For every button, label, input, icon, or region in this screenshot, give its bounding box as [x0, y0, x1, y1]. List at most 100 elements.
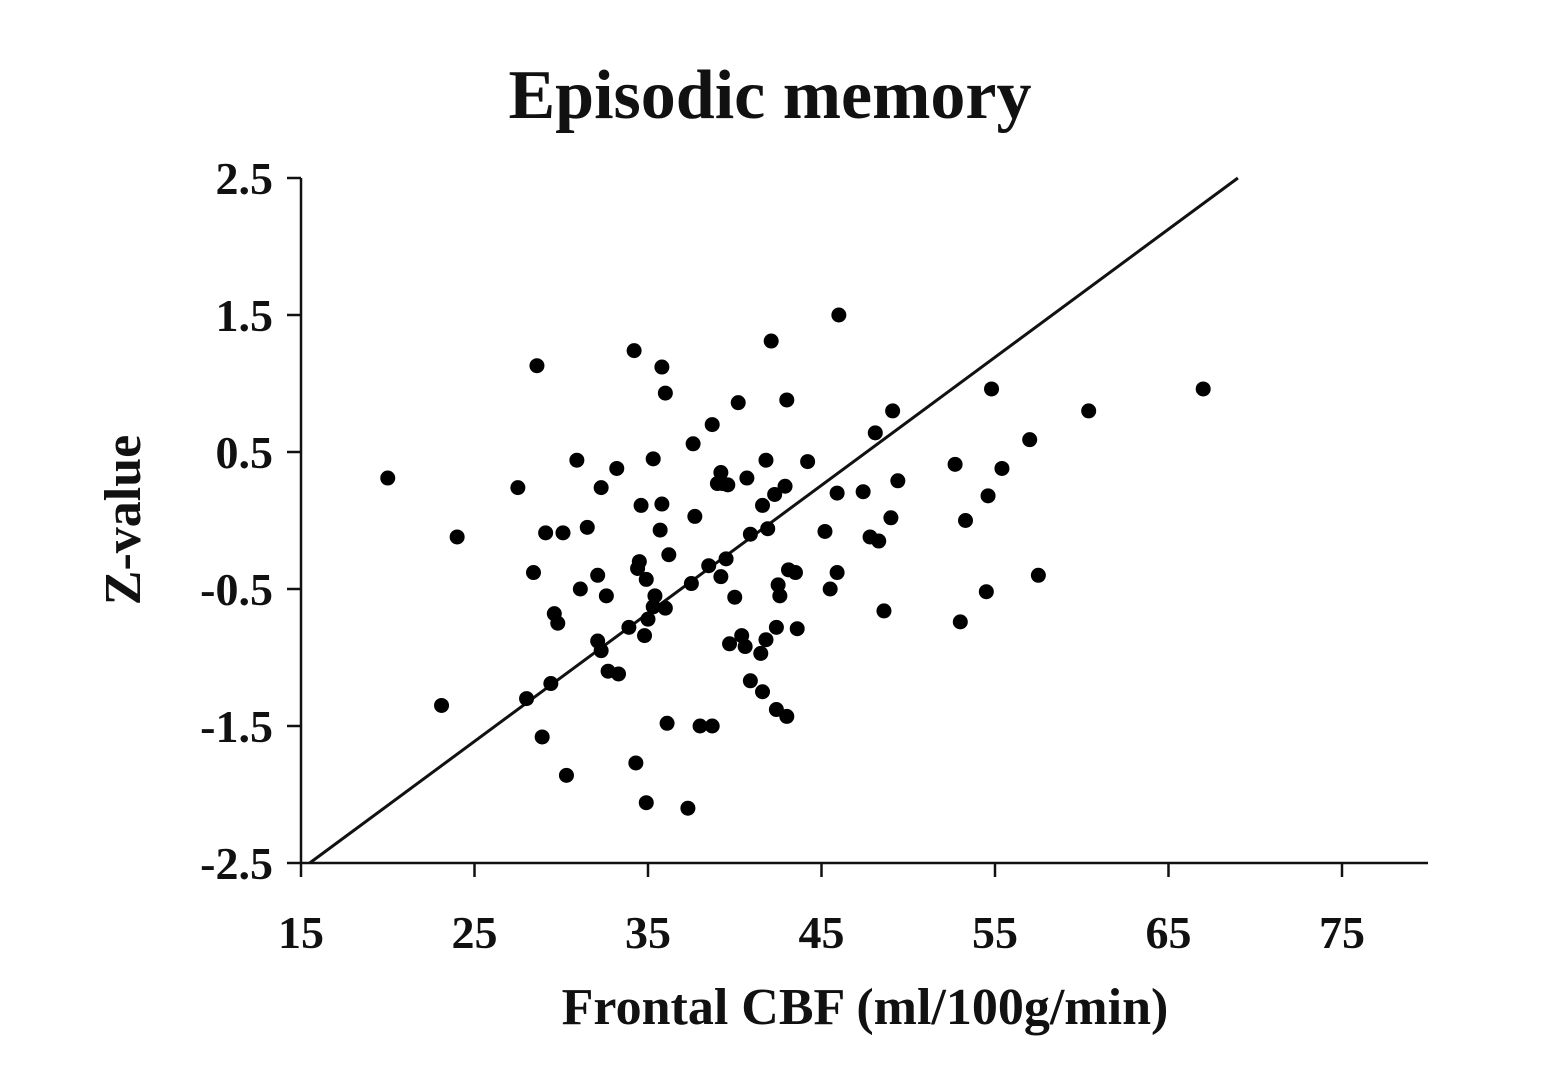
data-point	[538, 525, 554, 541]
data-point	[1022, 432, 1038, 448]
y-tick-label: 0.5	[216, 427, 274, 478]
x-tick-label: 75	[1319, 907, 1365, 958]
data-point	[609, 460, 625, 476]
y-tick-label: -1.5	[200, 701, 273, 752]
data-point	[758, 632, 774, 648]
x-axis-ticks: 15 25 35 45 55 65 75	[278, 863, 1365, 958]
data-point	[1030, 567, 1046, 583]
chart-title: Episodic memory	[508, 57, 1031, 134]
data-point	[758, 452, 774, 468]
data-point	[760, 521, 776, 537]
data-point	[510, 480, 526, 496]
data-point	[631, 554, 647, 570]
data-point	[685, 436, 701, 452]
data-points	[380, 307, 1211, 816]
data-point	[1081, 403, 1097, 419]
data-point	[978, 584, 994, 600]
data-point	[720, 477, 736, 493]
data-point	[701, 558, 717, 574]
trend-line	[308, 176, 1239, 865]
data-point	[645, 451, 661, 467]
data-point	[550, 615, 566, 631]
data-point	[800, 454, 816, 470]
data-point	[980, 488, 996, 504]
data-point	[958, 513, 974, 528]
data-point	[718, 551, 734, 567]
data-point	[947, 456, 963, 472]
data-point	[534, 729, 550, 745]
data-point	[659, 715, 675, 731]
y-tick-label: -0.5	[200, 564, 273, 615]
data-point	[1195, 381, 1211, 397]
data-point	[555, 525, 571, 541]
data-point	[753, 645, 769, 661]
data-point	[569, 452, 585, 468]
data-point	[829, 565, 845, 581]
data-point	[855, 484, 871, 500]
x-tick-label: 25	[452, 907, 498, 958]
data-point	[763, 333, 779, 349]
data-point	[628, 755, 644, 771]
data-point	[380, 470, 396, 486]
data-point	[817, 523, 833, 539]
y-tick-label: 1.5	[216, 290, 274, 341]
data-point	[822, 581, 838, 597]
data-point	[829, 485, 845, 501]
data-point	[883, 510, 899, 526]
data-point	[598, 588, 614, 604]
data-point	[831, 307, 847, 323]
data-point	[713, 569, 729, 585]
data-point	[779, 708, 795, 724]
data-point	[779, 392, 795, 408]
x-tick-label: 65	[1146, 907, 1192, 958]
y-axis-ticks: 2.5 1.5 0.5 -0.5 -1.5 -2.5	[200, 153, 301, 889]
data-point	[519, 691, 535, 707]
data-point	[593, 480, 609, 496]
data-point	[722, 636, 738, 652]
x-tick-label: 45	[799, 907, 845, 958]
data-point	[654, 359, 670, 375]
data-point	[871, 533, 887, 549]
data-point	[654, 496, 670, 512]
data-point	[621, 619, 637, 635]
data-point	[572, 581, 588, 597]
data-point	[590, 567, 606, 583]
y-tick-label: 2.5	[216, 153, 274, 204]
data-point	[789, 621, 805, 637]
data-point	[890, 473, 906, 489]
data-point	[739, 470, 755, 486]
data-point	[638, 571, 654, 587]
data-point	[657, 385, 673, 401]
data-point	[633, 497, 649, 513]
data-point	[558, 767, 574, 783]
data-point	[876, 603, 892, 619]
data-point	[640, 611, 656, 627]
data-point	[755, 684, 771, 700]
data-point	[867, 425, 883, 441]
data-point	[952, 614, 968, 630]
data-point	[434, 697, 450, 713]
data-point	[661, 547, 677, 563]
data-point	[704, 718, 720, 734]
data-point	[543, 676, 559, 692]
x-axis-label: Frontal CBF (ml/100g/min)	[562, 979, 1169, 1036]
plot-axes	[299, 178, 1428, 865]
x-tick-label: 15	[278, 907, 324, 958]
data-point	[787, 565, 803, 581]
data-point	[692, 718, 708, 734]
data-point	[777, 478, 793, 494]
data-point	[647, 588, 663, 604]
data-point	[742, 526, 758, 542]
data-point	[742, 673, 758, 689]
data-point	[683, 576, 699, 592]
y-tick-label: -2.5	[200, 838, 273, 889]
data-point	[984, 381, 1000, 397]
data-point	[737, 639, 753, 655]
data-point	[626, 343, 642, 359]
data-point	[755, 497, 771, 513]
data-point	[529, 358, 545, 374]
data-point	[680, 800, 696, 816]
data-point	[449, 529, 465, 545]
data-point	[525, 565, 541, 581]
